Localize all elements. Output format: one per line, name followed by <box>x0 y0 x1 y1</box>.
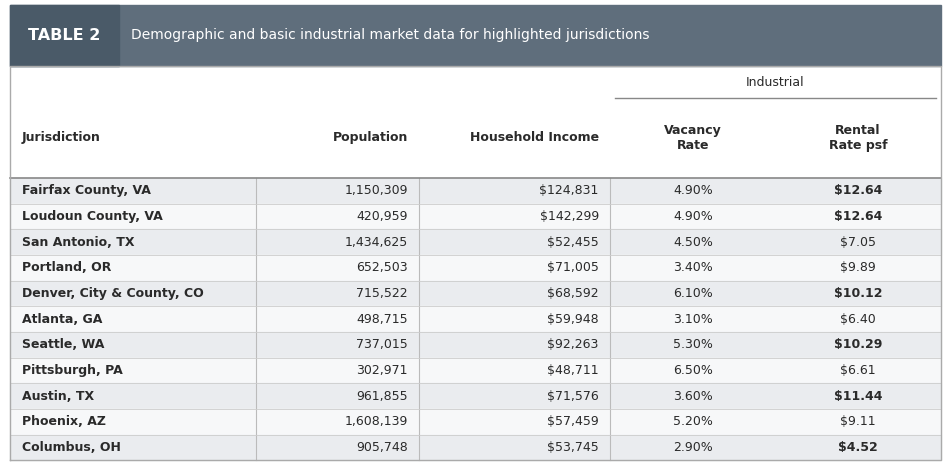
Text: San Antonio, TX: San Antonio, TX <box>22 236 134 248</box>
Text: 498,715: 498,715 <box>356 312 408 326</box>
Text: 2.90%: 2.90% <box>673 441 712 454</box>
Text: $9.89: $9.89 <box>840 261 876 274</box>
Text: 302,971: 302,971 <box>356 364 408 377</box>
Text: $92,263: $92,263 <box>547 338 598 351</box>
Text: Jurisdiction: Jurisdiction <box>22 132 101 145</box>
Text: $52,455: $52,455 <box>547 236 598 248</box>
Text: $12.64: $12.64 <box>834 210 883 223</box>
Bar <box>10 383 940 409</box>
Bar <box>10 5 120 66</box>
Text: $6.40: $6.40 <box>840 312 876 326</box>
Text: $124,831: $124,831 <box>540 184 598 197</box>
Text: $48,711: $48,711 <box>547 364 598 377</box>
Text: 905,748: 905,748 <box>356 441 408 454</box>
Text: $142,299: $142,299 <box>540 210 598 223</box>
Text: $57,459: $57,459 <box>547 415 598 428</box>
Text: 3.60%: 3.60% <box>673 390 712 403</box>
Bar <box>10 229 940 255</box>
Bar <box>10 255 940 280</box>
Text: Pittsburgh, PA: Pittsburgh, PA <box>22 364 123 377</box>
Text: 4.50%: 4.50% <box>673 236 712 248</box>
Text: Columbus, OH: Columbus, OH <box>22 441 121 454</box>
Text: 1,150,309: 1,150,309 <box>345 184 408 197</box>
Bar <box>10 280 940 306</box>
Text: 4.90%: 4.90% <box>673 184 712 197</box>
Text: 652,503: 652,503 <box>356 261 408 274</box>
Text: Vacancy
Rate: Vacancy Rate <box>664 124 722 152</box>
Bar <box>10 358 940 383</box>
Text: Rental
Rate psf: Rental Rate psf <box>828 124 887 152</box>
Text: Phoenix, AZ: Phoenix, AZ <box>22 415 105 428</box>
Text: 715,522: 715,522 <box>356 287 408 300</box>
Text: $9.11: $9.11 <box>841 415 876 428</box>
Text: Seattle, WA: Seattle, WA <box>22 338 104 351</box>
Text: $71,576: $71,576 <box>547 390 598 403</box>
Text: Population: Population <box>332 132 408 145</box>
Text: $7.05: $7.05 <box>840 236 876 248</box>
Text: Household Income: Household Income <box>469 132 598 145</box>
Text: Loudoun County, VA: Loudoun County, VA <box>22 210 162 223</box>
Bar <box>10 306 940 332</box>
Text: 4.90%: 4.90% <box>673 210 712 223</box>
Text: 6.10%: 6.10% <box>673 287 712 300</box>
Text: Fairfax County, VA: Fairfax County, VA <box>22 184 150 197</box>
Text: $10.12: $10.12 <box>834 287 883 300</box>
Text: $68,592: $68,592 <box>547 287 598 300</box>
Text: TABLE 2: TABLE 2 <box>28 28 101 43</box>
Bar <box>10 435 940 460</box>
Text: $12.64: $12.64 <box>834 184 883 197</box>
Text: Portland, OR: Portland, OR <box>22 261 111 274</box>
Text: 3.40%: 3.40% <box>673 261 712 274</box>
Text: $53,745: $53,745 <box>547 441 598 454</box>
Bar <box>10 409 940 435</box>
Text: 3.10%: 3.10% <box>673 312 712 326</box>
Bar <box>10 178 940 204</box>
Text: 6.50%: 6.50% <box>673 364 712 377</box>
Text: 737,015: 737,015 <box>356 338 408 351</box>
Text: $6.61: $6.61 <box>841 364 876 377</box>
Text: $71,005: $71,005 <box>547 261 598 274</box>
Text: $4.52: $4.52 <box>838 441 878 454</box>
Bar <box>10 5 940 66</box>
Text: 961,855: 961,855 <box>356 390 408 403</box>
Bar <box>10 204 940 229</box>
Text: Demographic and basic industrial market data for highlighted jurisdictions: Demographic and basic industrial market … <box>131 28 650 42</box>
Text: 1,608,139: 1,608,139 <box>345 415 408 428</box>
Text: Denver, City & County, CO: Denver, City & County, CO <box>22 287 203 300</box>
Text: 5.30%: 5.30% <box>673 338 712 351</box>
Text: Industrial: Industrial <box>746 76 805 89</box>
Text: 1,434,625: 1,434,625 <box>345 236 408 248</box>
Text: $59,948: $59,948 <box>547 312 598 326</box>
Text: Austin, TX: Austin, TX <box>22 390 94 403</box>
Text: Atlanta, GA: Atlanta, GA <box>22 312 102 326</box>
Text: $10.29: $10.29 <box>834 338 883 351</box>
Text: 420,959: 420,959 <box>356 210 408 223</box>
Text: 5.20%: 5.20% <box>673 415 712 428</box>
Text: $11.44: $11.44 <box>834 390 883 403</box>
Bar <box>10 332 940 358</box>
